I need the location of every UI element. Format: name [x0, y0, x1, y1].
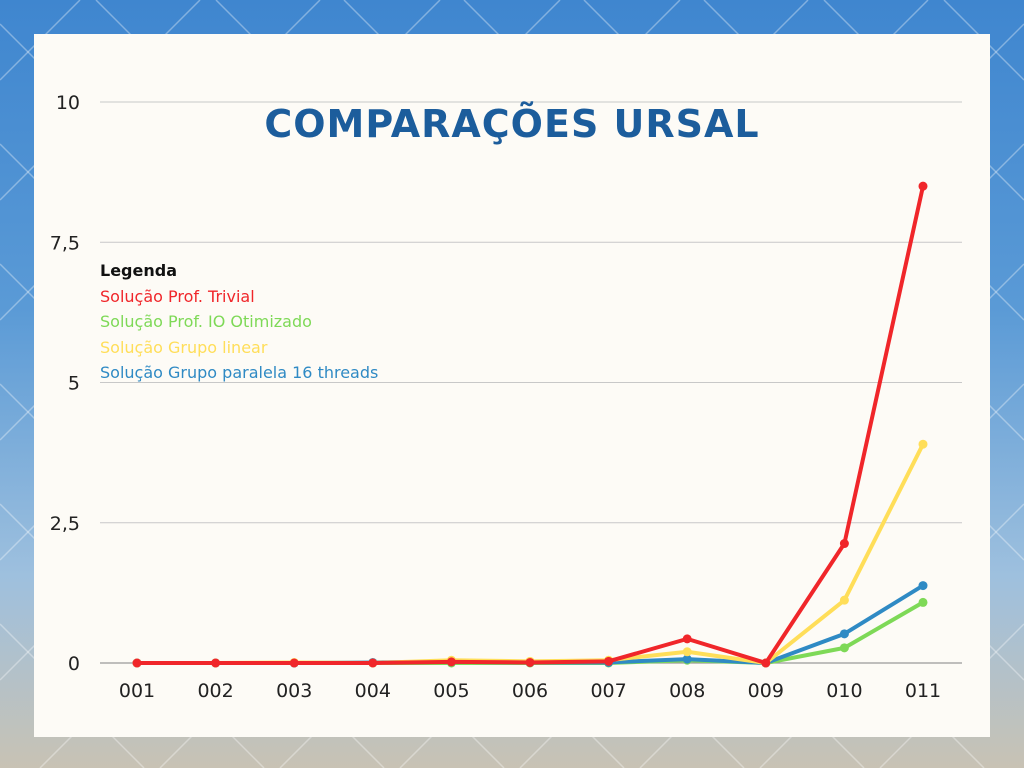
x-tick-label: 003	[276, 680, 312, 702]
data-point-linear	[839, 595, 849, 605]
x-tick-label: 004	[355, 680, 391, 702]
data-point-trivial	[761, 658, 771, 668]
chart-card: 0 2,5 5 7,5 10 001 002 003 004 005 006 007 008 009 01…	[34, 34, 990, 737]
x-tick-label: 006	[512, 680, 548, 702]
line-chart: 0 2,5 5 7,5 10 001 002 003 004 005 006 007 008 009 01…	[50, 92, 962, 702]
series-trivial	[132, 181, 928, 668]
data-point-trivial	[446, 657, 456, 667]
data-point-trivial	[132, 658, 142, 668]
legend-entry-grupo-paralela: Solução Grupo paralela 16 threads	[100, 363, 379, 382]
x-tick-label: 010	[826, 680, 862, 702]
legend: Legenda Solução Prof. Trivial Solução Pr…	[100, 258, 378, 386]
y-tick-label: 7,5	[50, 232, 80, 254]
data-point-trivial	[211, 658, 221, 668]
x-tick-label: 011	[905, 680, 941, 702]
y-tick-label: 2,5	[50, 513, 80, 535]
series-linear	[132, 439, 928, 668]
y-tick-label: 0	[68, 653, 80, 675]
data-point-trivial	[289, 658, 299, 668]
legend-entry-trivial: Solução Prof. Trivial	[100, 286, 255, 306]
series-line-linear	[135, 442, 925, 665]
data-point-trivial	[368, 658, 378, 668]
y-tick-label: 5	[68, 373, 80, 395]
data-point-io	[839, 643, 849, 653]
data-point-trivial	[604, 656, 614, 666]
data-point-paralela	[682, 654, 692, 664]
legend-title: Legenda	[100, 261, 177, 280]
x-tick-label: 002	[197, 680, 233, 702]
y-tick-label: 10	[56, 92, 80, 114]
x-tick-label: 009	[748, 680, 784, 702]
chart-title: COMPARAÇÕES URSAL	[264, 102, 760, 146]
data-point-paralela	[918, 581, 928, 591]
x-tick-label: 007	[590, 680, 626, 702]
data-point-trivial	[525, 657, 535, 667]
data-point-io	[918, 597, 928, 607]
legend-entry-io-otimizado: Solução Prof. IO Otimizado	[100, 312, 312, 331]
legend-entry-grupo-linear: Solução Grupo linear	[100, 337, 268, 357]
x-tick-label: 005	[433, 680, 469, 702]
data-point-linear	[682, 647, 692, 657]
data-point-trivial	[682, 634, 692, 644]
x-tick-label: 008	[669, 680, 705, 702]
x-tick-label: 001	[119, 680, 155, 702]
data-point-trivial	[839, 539, 849, 549]
series-line-paralela	[135, 583, 925, 665]
data-point-linear	[918, 439, 928, 449]
data-point-trivial	[918, 181, 928, 191]
data-point-paralela	[839, 629, 849, 639]
